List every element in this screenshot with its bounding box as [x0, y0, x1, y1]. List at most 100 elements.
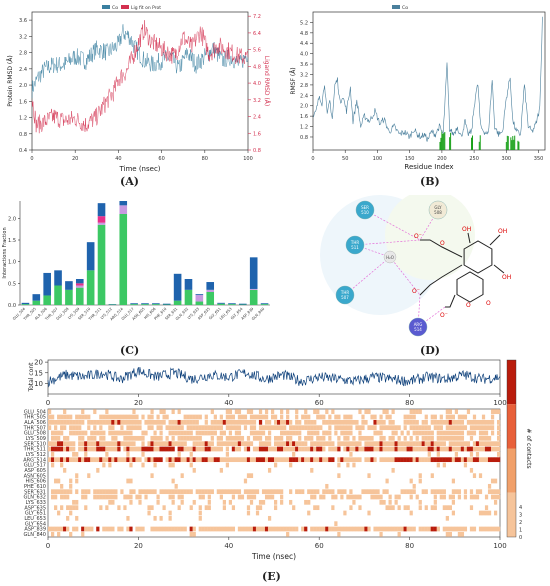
- heatmap-cell: [490, 446, 495, 452]
- heatmap-cell: [415, 441, 419, 447]
- hbond-line: [419, 209, 439, 241]
- heatmap-cell: [207, 430, 211, 436]
- heatmap-cell: [295, 430, 299, 436]
- heatmap-cell: [355, 446, 359, 452]
- heatmap-cell: [448, 414, 452, 420]
- heatmap-cell: [322, 526, 326, 532]
- heatmap-cell: [78, 414, 82, 420]
- heatmap-cell: [132, 489, 136, 495]
- heatmap-cell: [99, 414, 103, 420]
- heatmap-x-tick-label: 60: [315, 542, 324, 550]
- heatmap-cell: [424, 489, 428, 495]
- heatmap-cell: [442, 419, 446, 425]
- heatmap-cell: [99, 505, 103, 511]
- heatmap-cell: [448, 505, 452, 511]
- heatmap-cell: [207, 457, 211, 463]
- heatmap-cell: [445, 409, 449, 415]
- heatmap-cell: [81, 414, 85, 420]
- heatmap-cell: [364, 489, 368, 495]
- heatmap-cell: [60, 462, 64, 468]
- heatmap-cell: [120, 414, 124, 420]
- heatmap-cell: [240, 414, 245, 420]
- heatmap-cell: [51, 526, 55, 532]
- heatmap-cell: [198, 510, 202, 516]
- residue-arg514: [408, 317, 428, 337]
- heatmap-cell: [225, 462, 229, 468]
- heatmap-cell: [412, 489, 416, 495]
- heatmap-cell: [258, 505, 263, 511]
- heatmap-cell: [168, 441, 172, 447]
- heatmap-cell: [111, 489, 115, 495]
- y-tick-label: 3.6: [19, 18, 27, 24]
- heatmap-cell: [313, 419, 317, 425]
- heatmap-cell: [162, 526, 166, 532]
- heatmap-cell: [355, 441, 359, 447]
- heatmap-cell: [54, 441, 58, 447]
- heatmap-cell: [195, 457, 199, 463]
- heatmap-cell: [469, 419, 474, 425]
- heatmap-cell: [231, 489, 236, 495]
- heatmap-cell: [451, 446, 455, 452]
- heatmap-cell: [487, 526, 492, 532]
- heatmap-cell: [484, 510, 489, 516]
- heatmap-cell: [340, 494, 344, 500]
- heatmap-cell: [210, 446, 214, 452]
- heatmap-cell: [111, 526, 115, 532]
- heatmap-cell: [228, 414, 233, 420]
- y-tick-label: 0.0: [8, 303, 16, 309]
- heatmap-cell: [457, 531, 462, 537]
- heatmap-cell: [424, 446, 428, 452]
- heatmap-cell: [126, 441, 130, 447]
- heatmap-cell: [75, 451, 79, 457]
- heatmap-cell: [361, 526, 365, 532]
- heatmap-cell: [51, 435, 55, 441]
- heatmap-cell: [90, 457, 94, 463]
- heatmap-cell: [403, 457, 407, 463]
- heatmap-cell: [484, 419, 489, 425]
- heatmap-cell: [171, 457, 175, 463]
- heatmap-cell: [69, 531, 73, 537]
- heatmap-cell: [325, 483, 329, 489]
- heatmap-cell: [225, 409, 229, 415]
- heatmap-cell: [328, 430, 332, 436]
- heatmap-cell: [255, 510, 260, 516]
- heatmap-cell: [385, 457, 389, 463]
- heatmap-cell: [463, 425, 468, 431]
- heatmap-cell: [331, 489, 335, 495]
- heatmap-cell: [331, 457, 335, 463]
- heatmap-cell: [469, 505, 474, 511]
- heatmap-cell: [460, 441, 465, 447]
- heatmap-cell: [403, 526, 407, 532]
- heatmap-cell: [183, 430, 187, 436]
- heatmap-cell: [117, 446, 121, 452]
- heatmap-cell: [343, 419, 347, 425]
- heatmap-cell: [78, 430, 82, 436]
- heatmap-cell: [201, 526, 205, 532]
- heatmap-cell: [231, 457, 236, 463]
- heatmap-cell: [451, 499, 455, 505]
- heatmap-cell: [234, 457, 239, 463]
- heatmap-cell: [177, 489, 181, 495]
- legend-swatch: [392, 5, 400, 9]
- heatmap-cell: [493, 478, 498, 484]
- heatmap-cell: [129, 430, 133, 436]
- heatmap-cell: [231, 414, 236, 420]
- heatmap-cell: [243, 526, 248, 532]
- heatmap-cell: [111, 425, 115, 431]
- heatmap-cell: [490, 526, 495, 532]
- heatmap-cell: [129, 441, 133, 447]
- heatmap-cell: [448, 435, 452, 441]
- heatmap-cell: [424, 425, 428, 431]
- panel-d: SER 510 GLY 508 THR 511 THR 507 ARG 514 H₂O OH OH OH O…: [290, 190, 550, 340]
- heatmap-cell: [150, 446, 154, 452]
- heatmap-cell: [261, 425, 266, 431]
- heatmap-cell: [382, 441, 386, 447]
- heatmap-cell: [286, 414, 290, 420]
- heatmap-cell: [105, 414, 109, 420]
- residue-name: SER: [361, 205, 369, 210]
- heatmap-cell: [270, 425, 275, 431]
- heatmap-cell: [448, 526, 452, 532]
- heatmap-cell: [171, 446, 175, 452]
- heatmap-cell: [114, 419, 118, 425]
- heatmap-cell: [192, 499, 196, 505]
